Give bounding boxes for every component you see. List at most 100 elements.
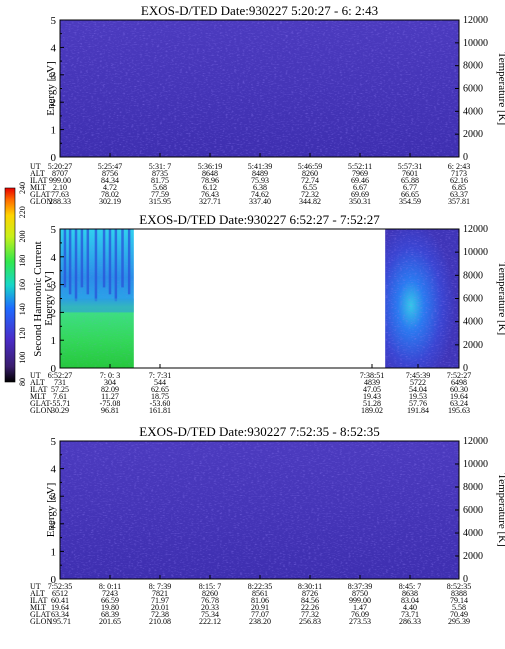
y2-tick-label: 0 [463,152,468,163]
ephemeris-value: 75.34 [201,610,219,619]
ephemeris-value: 7821 [152,589,168,598]
y2-tick-label: 4000 [463,317,483,328]
spectrogram-streak [80,229,84,288]
ephemeris-value: 354.59 [399,197,421,206]
ephemeris-value: 8:30:11 [298,582,322,591]
ephemeris-value: 8:45: 7 [399,582,421,591]
ephemeris-row-label: ALT [30,169,45,178]
y-tick-label: 2 [51,97,57,109]
ephemeris-value: 81.06 [251,596,269,605]
ephemeris-value: 7969 [352,169,368,178]
ephemeris-value: 62.16 [450,176,468,185]
ephemeris-value: 69.69 [351,190,369,199]
y2-tick-label: 12000 [463,436,488,447]
ephemeris-row-label: GLON [30,406,52,415]
ephemeris-value: 8388 [451,589,467,598]
ephemeris-value: 344.82 [299,197,321,206]
ephemeris-value: 189.02 [361,406,383,415]
ephemeris-value: 8: 0:11 [99,582,121,591]
ephemeris-value: 47.05 [363,385,381,394]
ephemeris-value: 19.43 [363,392,381,401]
ephemeris-row-label: GLON [30,617,52,626]
y-tick-label: 0 [51,152,57,164]
ephemeris-value: 7.61 [53,392,67,401]
ephemeris-value: 5:20:27 [48,162,72,171]
ephemeris-value: 238.20 [249,617,271,626]
ephemeris-value: 54.04 [409,385,427,394]
colorbar-tick-label: 140 [18,303,27,315]
ephemeris-value: 6512 [52,589,68,598]
ephemeris-value: 5722 [410,378,426,387]
ephemeris-value: 8489 [252,169,268,178]
ephemeris-row-label: GLAT [30,190,51,199]
ephemeris-value: 22.26 [301,603,319,612]
ephemeris-value: 30.29 [51,406,69,415]
ephemeris-value: 161.81 [149,406,171,415]
y2-tick-label: 8000 [463,482,483,493]
ephemeris-value: 20.91 [251,603,269,612]
ephemeris-row-label: ILAT [30,176,47,185]
ephemeris-value: 8735 [152,169,168,178]
ephemeris-value: 60.30 [450,385,468,394]
ephemeris-value: 999.00 [349,596,371,605]
ephemeris-value: 8260 [202,589,218,598]
ephemeris-value: 8638 [402,589,418,598]
ephemeris-row-label: ILAT [30,385,47,394]
ephemeris-value: 81.75 [151,176,169,185]
colorbar-tick-label: 160 [18,279,27,291]
ephemeris-value: 201.65 [99,617,121,626]
ephemeris-value: 6.12 [203,183,217,192]
ephemeris-value: 304 [104,378,116,387]
ephemeris-value: 76.78 [201,596,219,605]
ephemeris-value: 544 [154,378,166,387]
ephemeris-value: 8756 [102,169,118,178]
panel-title: EXOS-D/TED Date:930227 5:20:27 - 6: 2:43 [141,3,378,18]
ephemeris-row-label: MLT [30,183,46,192]
y-tick-label: 3 [51,491,57,503]
ephemeris-value: 62.65 [151,385,169,394]
ephemeris-value: 4.72 [103,183,117,192]
ephemeris-value: 5:25:47 [98,162,122,171]
ephemeris-value: 8:52:35 [447,582,471,591]
y2-tick-label: 2000 [463,129,483,140]
ephemeris-value: 51.28 [363,399,381,408]
ephemeris-value: 6.55 [303,183,317,192]
ephemeris-value: 5.68 [153,183,167,192]
ephemeris-value: 7: 0: 3 [100,371,120,380]
ephemeris-value: 7:45:39 [406,371,430,380]
ephemeris-value: 65.88 [401,176,419,185]
ephemeris-value: 195.71 [49,617,71,626]
ephemeris-value: 8:37:39 [348,582,372,591]
ephemeris-value: 77.59 [151,190,169,199]
spectrogram-streak [114,229,118,302]
ephemeris-value: 5.58 [452,603,466,612]
spectrogram-texture [60,441,459,579]
ephemeris-row-label: GLAT [30,610,51,619]
y-tick-label: 5 [51,15,57,27]
spectrogram-streak [102,229,106,288]
ephemeris-value: 8: 7:39 [149,582,171,591]
ephemeris-value: 11.27 [101,392,119,401]
spectrogram-streak [86,229,90,295]
ephemeris-value: 71.97 [151,596,169,605]
ephemeris-row-label: UT [30,162,41,171]
y2-tick-label: 8000 [463,61,483,72]
ephemeris-value: 6: 2:43 [448,162,470,171]
y-tick-label: 4 [51,42,57,54]
ephemeris-value: 7:52:27 [447,371,471,380]
ephemeris-value: 19.80 [101,603,119,612]
y2-axis-label: Temperature [K] [496,52,505,125]
y-tick-label: 4 [51,252,57,264]
y2-tick-label: 10000 [463,38,488,49]
ephemeris-value: -53.60 [150,399,171,408]
ephemeris-row-label: ALT [30,378,45,387]
ephemeris-value: 731 [54,378,66,387]
ephemeris-value: 66.59 [101,596,119,605]
y2-tick-label: 6000 [463,294,483,305]
ephemeris-value: 74.62 [251,190,269,199]
ephemeris-value: 84.56 [301,596,319,605]
ephemeris-value: 7:52:35 [48,582,72,591]
ephemeris-value: 8750 [352,589,368,598]
ephemeris-value: 295.39 [448,617,470,626]
